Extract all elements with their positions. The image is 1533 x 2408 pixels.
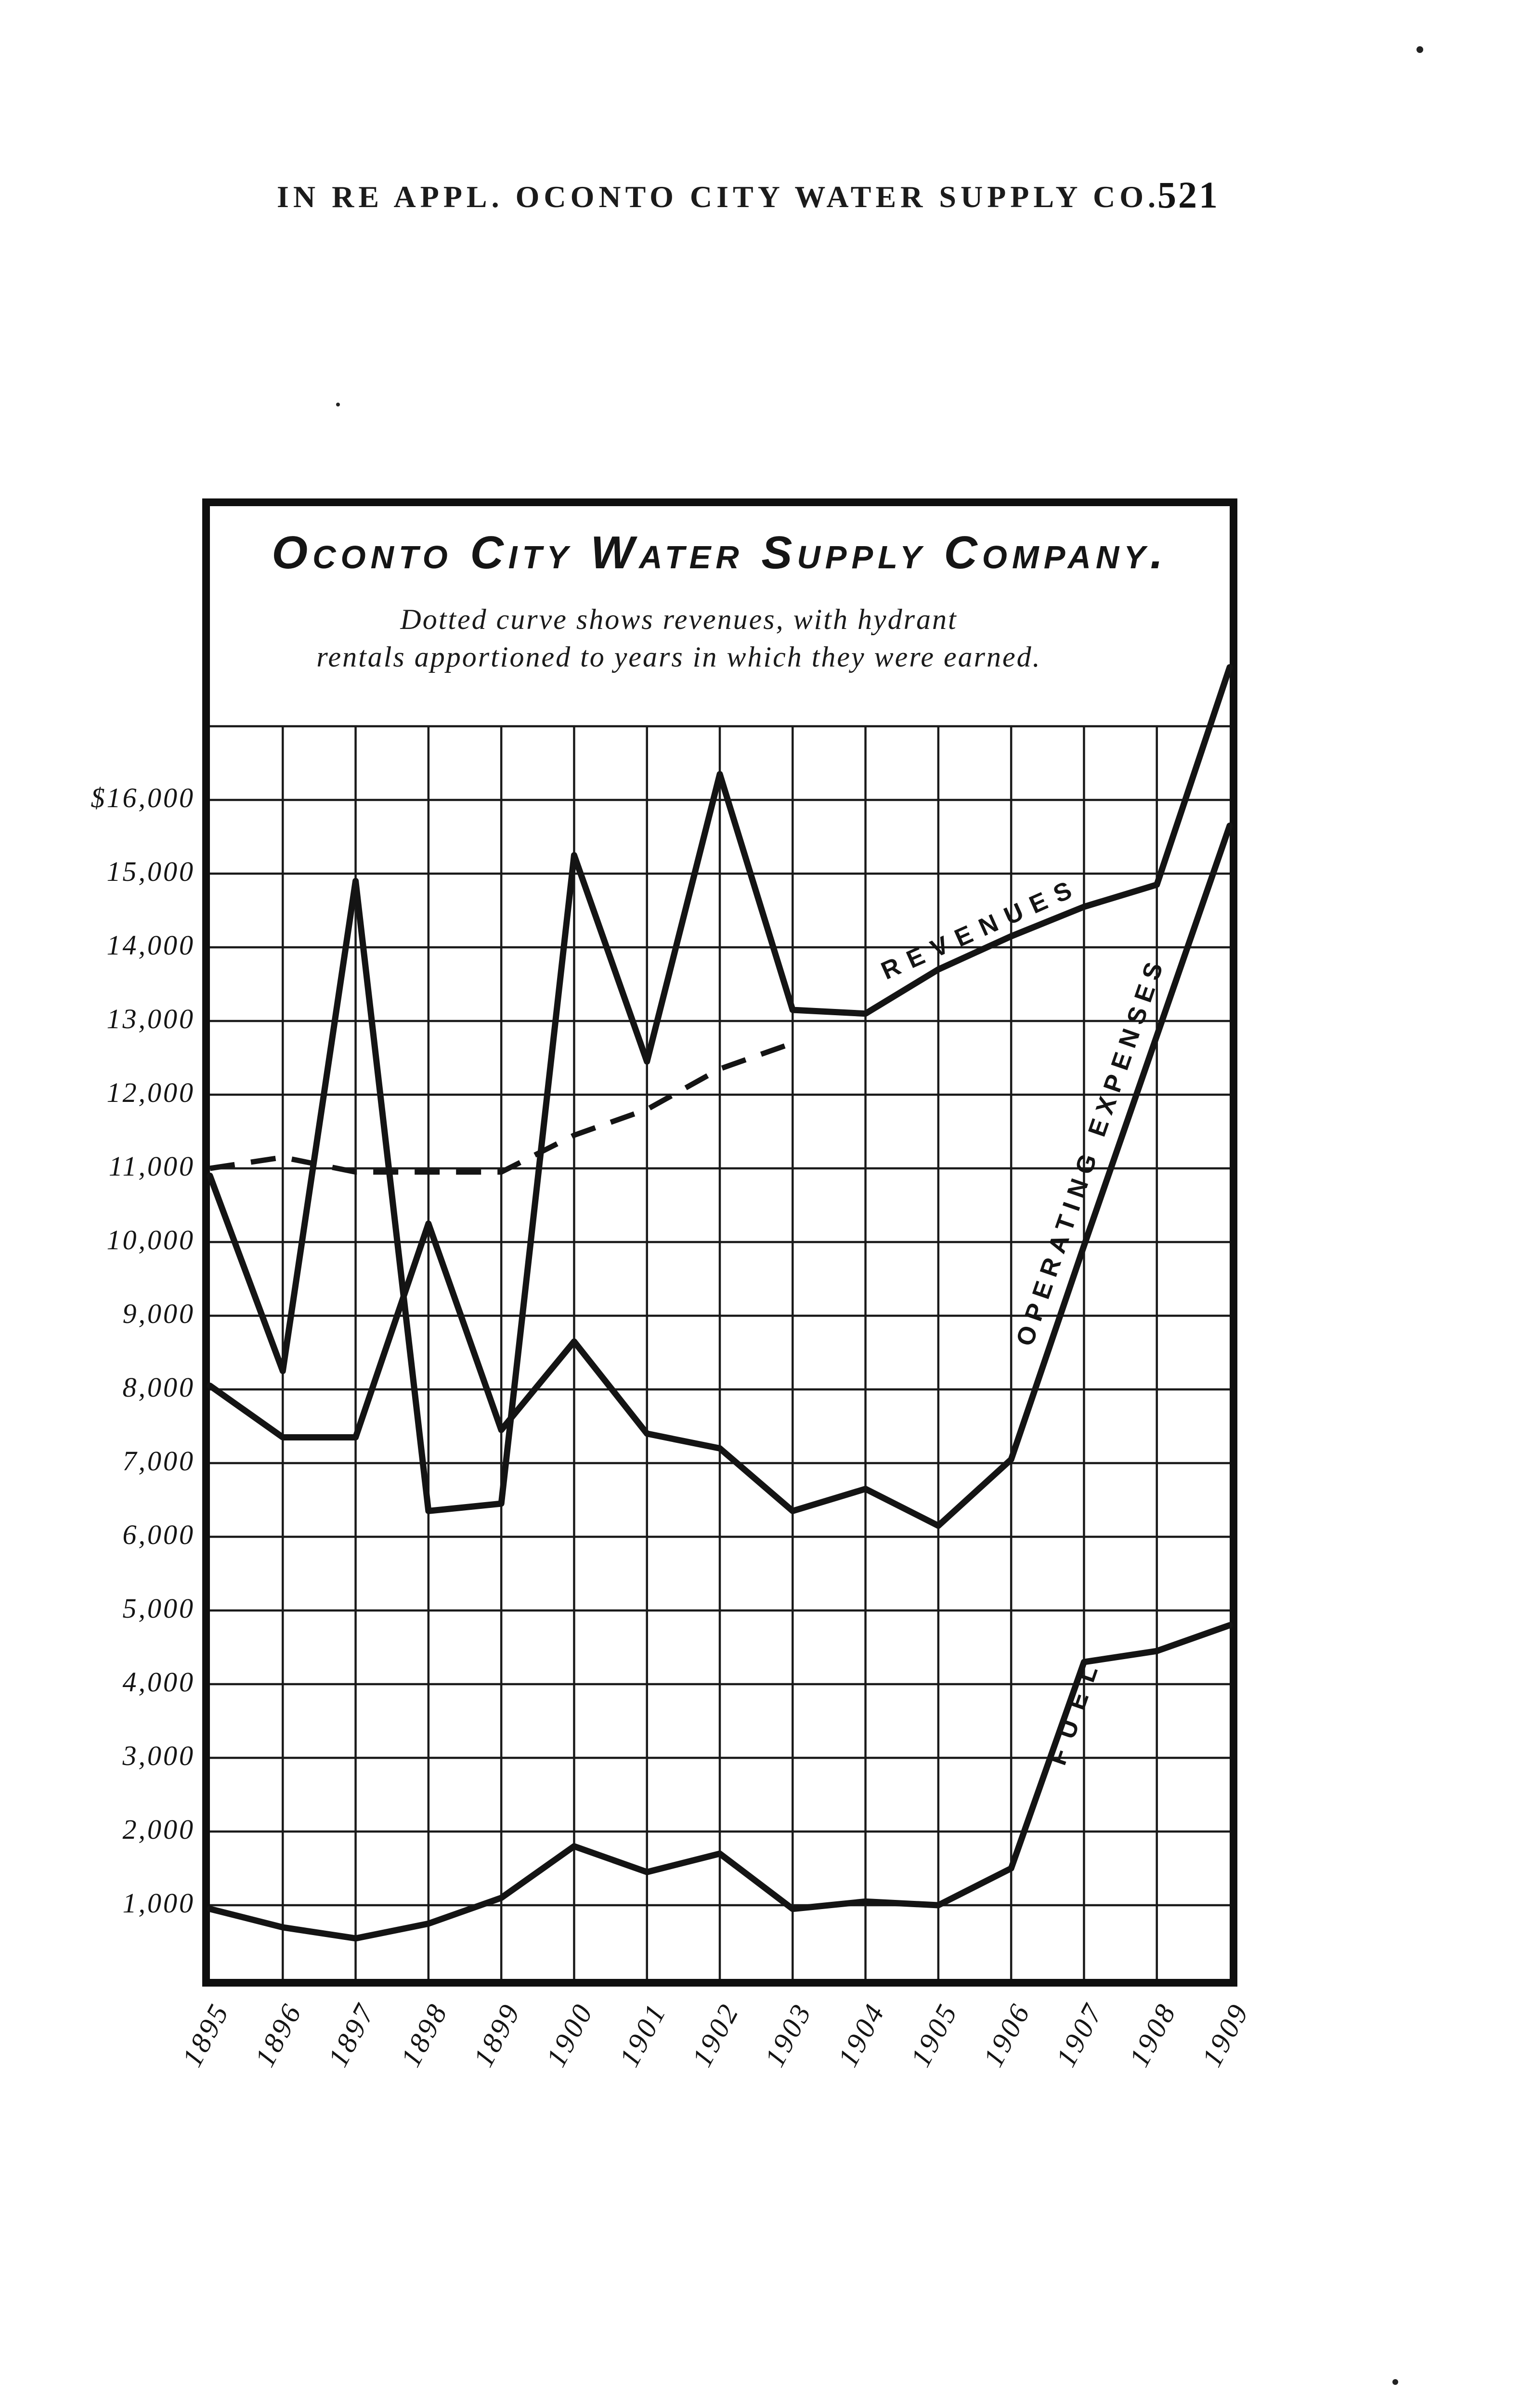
scan-speck (1416, 46, 1423, 53)
running-header: IN RE APPL. OCONTO CITY WATER SUPPLY CO. (277, 180, 1160, 214)
x-axis-label: 1905 (904, 1997, 964, 2072)
y-axis-label: 15,000 (106, 856, 195, 887)
x-axis-label: 1901 (612, 1997, 673, 2072)
x-axis-label: 1904 (831, 1997, 891, 2072)
x-axis-label: 1903 (758, 1997, 818, 2072)
curve-label-operating-expenses: OPERATING EXPENSES (1011, 953, 1170, 1350)
x-axis-label: 1896 (248, 1997, 309, 2072)
y-axis-label: 9,000 (122, 1298, 195, 1329)
figure-subtitle: Dotted curve shows revenues, with hydran… (210, 601, 1230, 676)
dotted-revenues-line (209, 1040, 794, 1175)
y-axis-label: 5,000 (122, 1593, 195, 1624)
x-axis-label: 1909 (1195, 1997, 1256, 2072)
y-axis-label: 13,000 (106, 1003, 195, 1034)
page-number: 521 (1157, 174, 1220, 216)
y-axis-label: 4,000 (122, 1666, 195, 1698)
y-axis-label: 8,000 (122, 1372, 195, 1403)
x-axis-label: 1908 (1122, 1997, 1182, 2072)
y-axis-label: $16,000 (91, 782, 195, 813)
scan-speck (1392, 2379, 1398, 2385)
y-axis-label: 12,000 (106, 1077, 195, 1108)
y-axis-label: 2,000 (122, 1814, 195, 1845)
figure-subtitle-line1: Dotted curve shows revenues, with hydran… (400, 603, 958, 635)
x-axis-label: 1907 (1050, 1997, 1110, 2072)
curve-label-revenues: REVENUES (877, 872, 1085, 985)
x-axis-label: 1900 (540, 1997, 600, 2072)
y-axis-label: 6,000 (122, 1519, 195, 1550)
curve-label-fuel: FUEL (1043, 1650, 1107, 1769)
figure-title: Oconto City Water Supply Company. (272, 527, 1168, 578)
x-axis-label: 1897 (321, 1997, 381, 2072)
figure-subtitle-line2: rentals apportioned to years in which th… (316, 641, 1041, 673)
y-axis-label: 7,000 (122, 1445, 195, 1477)
y-axis-label: 3,000 (122, 1740, 195, 1771)
y-axis-label: 11,000 (108, 1151, 195, 1182)
x-axis-label: 1906 (977, 1997, 1037, 2072)
y-axis-label: 14,000 (106, 929, 195, 961)
x-axis-label: 1898 (394, 1997, 455, 2072)
y-axis-label: 10,000 (106, 1224, 195, 1256)
operating-expenses-line (207, 823, 1233, 1529)
x-axis-label: 1895 (176, 1997, 236, 2072)
figure-frame: Oconto City Water Supply Company. Dotted… (202, 498, 1237, 1987)
scan-speck (336, 403, 340, 406)
fuel-line (207, 1622, 1233, 1942)
y-axis-label: 1,000 (122, 1887, 195, 1919)
revenues-line (207, 664, 1233, 1514)
x-axis-label: 1902 (686, 1997, 746, 2072)
x-axis-label: 1899 (467, 1997, 527, 2072)
